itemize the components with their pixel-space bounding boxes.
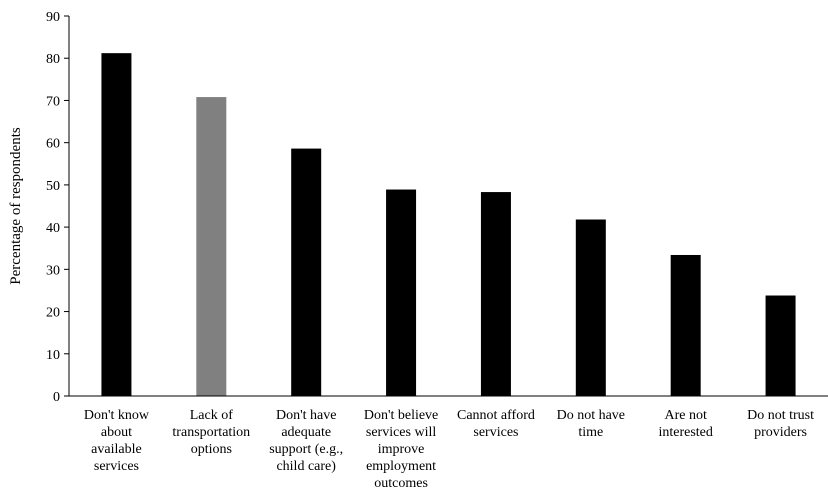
x-category-label-line: outcomes bbox=[374, 476, 428, 491]
x-category-label-line: improve bbox=[378, 442, 425, 457]
x-category-label: Cannot afford services bbox=[457, 408, 535, 440]
y-tick-label: 10 bbox=[46, 348, 60, 363]
bar bbox=[196, 97, 227, 397]
y-tick-label: 0 bbox=[53, 390, 60, 405]
x-category-label: Don't have adequate support (e.g., child ca… bbox=[269, 408, 343, 474]
bar bbox=[101, 53, 132, 397]
x-axis-labels: Don't know about available services Lack of t… bbox=[84, 408, 814, 491]
bar bbox=[765, 295, 796, 396]
x-category-label-line: interested bbox=[658, 425, 712, 440]
x-category-label-line: Do not trust bbox=[747, 408, 814, 423]
x-category-label-line: support (e.g., bbox=[269, 442, 343, 457]
x-category-label-line: Don't believe bbox=[364, 408, 438, 423]
x-category-label: Lack of transportation options bbox=[172, 408, 250, 457]
x-category-label: Don't believe services will improve employm… bbox=[364, 408, 438, 491]
y-tick-label: 30 bbox=[46, 263, 60, 278]
x-category-label-line: child care) bbox=[276, 459, 336, 474]
x-category-label-line: employment bbox=[366, 459, 436, 474]
bar bbox=[575, 219, 606, 396]
x-category-label-line: time bbox=[578, 425, 603, 440]
x-category-label-line: available bbox=[91, 442, 142, 457]
x-category-label-line: about bbox=[101, 425, 132, 440]
y-tick-label: 50 bbox=[46, 179, 60, 194]
x-category-label-line: adequate bbox=[281, 425, 331, 440]
bars bbox=[101, 53, 796, 397]
y-tick-label: 90 bbox=[46, 10, 60, 25]
x-category-label-line: Lack of bbox=[190, 408, 233, 423]
x-category-label-line: services will bbox=[366, 425, 436, 440]
x-category-label-line: Don't have bbox=[276, 408, 336, 423]
x-category-label: Do not have time bbox=[557, 408, 625, 440]
x-category-label-line: services bbox=[94, 459, 139, 474]
x-category-label-line: transportation bbox=[172, 425, 250, 440]
y-tick-label: 60 bbox=[46, 137, 60, 152]
y-tick-label: 80 bbox=[46, 52, 60, 67]
x-category-label-line: options bbox=[191, 442, 232, 457]
bar bbox=[291, 148, 322, 396]
x-category-label-line: services bbox=[473, 425, 518, 440]
bar bbox=[670, 254, 701, 396]
y-axis-title: Percentage of respondents bbox=[8, 127, 24, 285]
x-category-label: Don't know about available services bbox=[84, 408, 150, 474]
x-category-label-line: Cannot afford bbox=[457, 408, 535, 423]
bar bbox=[480, 192, 511, 396]
x-category-label-line: providers bbox=[754, 425, 807, 440]
y-axis-ticks: 0 10 20 30 40 50 60 70 80 90 bbox=[46, 10, 69, 405]
y-tick-label: 20 bbox=[46, 306, 60, 321]
x-category-label-line: Don't know bbox=[84, 408, 150, 423]
x-category-label: Do not trust providers bbox=[747, 408, 814, 440]
x-category-label: Are not interested bbox=[658, 408, 712, 440]
y-tick-label: 70 bbox=[46, 94, 60, 109]
y-tick-label: 40 bbox=[46, 221, 60, 236]
x-category-label-line: Are not bbox=[664, 408, 706, 423]
x-category-label-line: Do not have bbox=[557, 408, 625, 423]
bar bbox=[386, 189, 417, 396]
